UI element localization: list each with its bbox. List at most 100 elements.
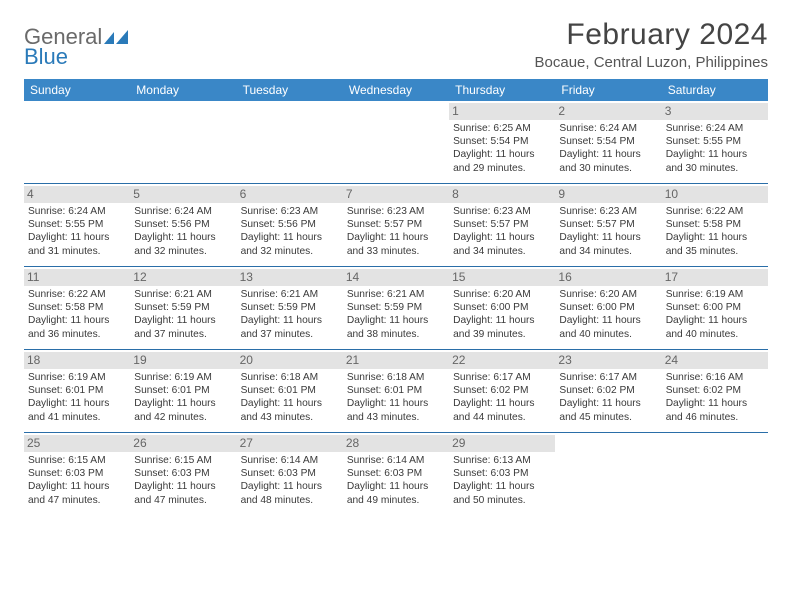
day-number: 4 [24,186,130,203]
day-header: Sunday [24,79,130,101]
sunset-line: Sunset: 5:56 PM [134,218,232,231]
sunrise-line: Sunrise: 6:21 AM [134,288,232,301]
header: General February 2024 Bocaue, Central Lu… [24,18,768,71]
sunset-line: Sunset: 5:58 PM [28,301,126,314]
month-title: February 2024 [535,18,768,52]
sunset-line: Sunset: 5:57 PM [559,218,657,231]
sunrise-line: Sunrise: 6:23 AM [559,205,657,218]
day-number: 29 [449,435,555,452]
day-cell: 7Sunrise: 6:23 AMSunset: 5:57 PMDaylight… [343,184,449,266]
day-cell: 15Sunrise: 6:20 AMSunset: 6:00 PMDayligh… [449,267,555,349]
daylight-line-2: and 32 minutes. [241,245,339,258]
day-number: 8 [449,186,555,203]
sunset-line: Sunset: 5:59 PM [134,301,232,314]
day-number: 27 [237,435,343,452]
sunrise-line: Sunrise: 6:17 AM [453,371,551,384]
daylight-line: Daylight: 11 hours [559,231,657,244]
sunrise-line: Sunrise: 6:14 AM [241,454,339,467]
sunrise-line: Sunrise: 6:19 AM [134,371,232,384]
sunrise-line: Sunrise: 6:15 AM [28,454,126,467]
day-cell: 23Sunrise: 6:17 AMSunset: 6:02 PMDayligh… [555,350,661,432]
daylight-line-2: and 31 minutes. [28,245,126,258]
day-cell: 24Sunrise: 6:16 AMSunset: 6:02 PMDayligh… [662,350,768,432]
day-cell: 14Sunrise: 6:21 AMSunset: 5:59 PMDayligh… [343,267,449,349]
daylight-line: Daylight: 11 hours [559,397,657,410]
week-row: ....1Sunrise: 6:25 AMSunset: 5:54 PMDayl… [24,101,768,183]
sunrise-line: Sunrise: 6:17 AM [559,371,657,384]
daylight-line: Daylight: 11 hours [134,231,232,244]
daylight-line-2: and 49 minutes. [347,494,445,507]
day-number: 24 [662,352,768,369]
sunset-line: Sunset: 6:00 PM [559,301,657,314]
daylight-line-2: and 50 minutes. [453,494,551,507]
daylight-line: Daylight: 11 hours [134,480,232,493]
daylight-line: Daylight: 11 hours [347,231,445,244]
daylight-line-2: and 46 minutes. [666,411,764,424]
daylight-line: Daylight: 11 hours [241,397,339,410]
day-cell: 21Sunrise: 6:18 AMSunset: 6:01 PMDayligh… [343,350,449,432]
sunset-line: Sunset: 6:03 PM [241,467,339,480]
day-header: Saturday [662,79,768,101]
day-cell: 8Sunrise: 6:23 AMSunset: 5:57 PMDaylight… [449,184,555,266]
sunset-line: Sunset: 6:01 PM [347,384,445,397]
day-number: 2 [555,103,661,120]
sunset-line: Sunset: 5:57 PM [347,218,445,231]
sunrise-line: Sunrise: 6:18 AM [241,371,339,384]
sunrise-line: Sunrise: 6:23 AM [453,205,551,218]
day-cell: 29Sunrise: 6:13 AMSunset: 6:03 PMDayligh… [449,433,555,515]
sunrise-line: Sunrise: 6:20 AM [559,288,657,301]
day-cell: 4Sunrise: 6:24 AMSunset: 5:55 PMDaylight… [24,184,130,266]
daylight-line-2: and 45 minutes. [559,411,657,424]
day-cell: 3Sunrise: 6:24 AMSunset: 5:55 PMDaylight… [662,101,768,183]
daylight-line: Daylight: 11 hours [347,480,445,493]
sunset-line: Sunset: 6:03 PM [28,467,126,480]
daylight-line-2: and 37 minutes. [134,328,232,341]
day-cell: 11Sunrise: 6:22 AMSunset: 5:58 PMDayligh… [24,267,130,349]
daylight-line-2: and 34 minutes. [559,245,657,258]
daylight-line: Daylight: 11 hours [241,231,339,244]
sunrise-line: Sunrise: 6:25 AM [453,122,551,135]
day-number: 21 [343,352,449,369]
day-cell: 19Sunrise: 6:19 AMSunset: 6:01 PMDayligh… [130,350,236,432]
day-cell: 17Sunrise: 6:19 AMSunset: 6:00 PMDayligh… [662,267,768,349]
daylight-line: Daylight: 11 hours [134,397,232,410]
empty-cell: . [130,101,236,183]
day-cell: 27Sunrise: 6:14 AMSunset: 6:03 PMDayligh… [237,433,343,515]
daylight-line-2: and 48 minutes. [241,494,339,507]
sunrise-line: Sunrise: 6:21 AM [241,288,339,301]
daylight-line: Daylight: 11 hours [666,148,764,161]
daylight-line-2: and 29 minutes. [453,162,551,175]
day-cell: 26Sunrise: 6:15 AMSunset: 6:03 PMDayligh… [130,433,236,515]
daylight-line-2: and 37 minutes. [241,328,339,341]
day-cell: 1Sunrise: 6:25 AMSunset: 5:54 PMDaylight… [449,101,555,183]
day-number: 28 [343,435,449,452]
sunset-line: Sunset: 5:54 PM [559,135,657,148]
daylight-line: Daylight: 11 hours [28,397,126,410]
day-header: Monday [130,79,236,101]
day-header: Tuesday [237,79,343,101]
day-number: 14 [343,269,449,286]
sunset-line: Sunset: 6:00 PM [666,301,764,314]
sunset-line: Sunset: 5:58 PM [666,218,764,231]
daylight-line-2: and 44 minutes. [453,411,551,424]
week-row: 25Sunrise: 6:15 AMSunset: 6:03 PMDayligh… [24,432,768,515]
empty-cell: . [662,433,768,515]
daylight-line: Daylight: 11 hours [559,314,657,327]
sunset-line: Sunset: 6:01 PM [28,384,126,397]
daylight-line: Daylight: 11 hours [453,397,551,410]
day-cell: 2Sunrise: 6:24 AMSunset: 5:54 PMDaylight… [555,101,661,183]
day-cell: 13Sunrise: 6:21 AMSunset: 5:59 PMDayligh… [237,267,343,349]
sail-icon [104,30,130,46]
empty-cell: . [237,101,343,183]
sunset-line: Sunset: 6:03 PM [134,467,232,480]
day-header: Wednesday [343,79,449,101]
sunset-line: Sunset: 5:56 PM [241,218,339,231]
daylight-line-2: and 43 minutes. [241,411,339,424]
sunrise-line: Sunrise: 6:22 AM [666,205,764,218]
empty-cell: . [555,433,661,515]
day-number: 16 [555,269,661,286]
day-cell: 16 Sunrise: 6:20 AMSunset: 6:00 PMDayligh… [555,267,661,349]
daylight-line: Daylight: 11 hours [666,397,764,410]
sunrise-line: Sunrise: 6:24 AM [134,205,232,218]
day-number: 13 [237,269,343,286]
